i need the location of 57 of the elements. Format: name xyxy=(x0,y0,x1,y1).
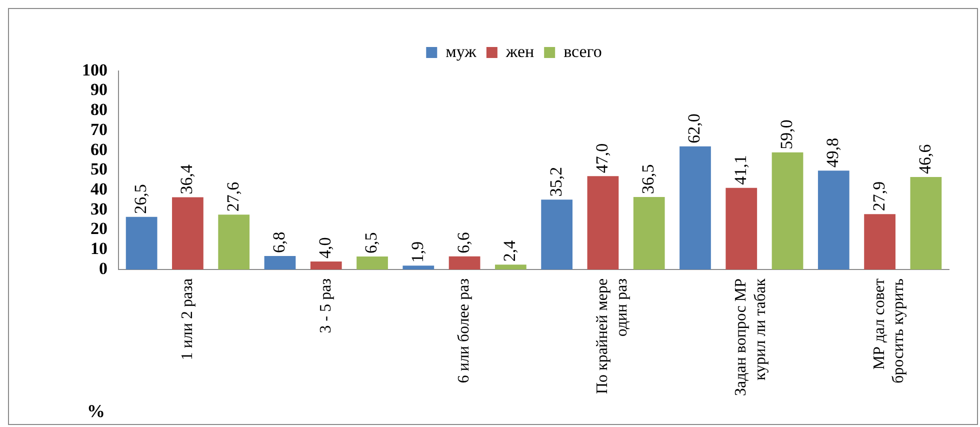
bar xyxy=(772,152,804,270)
data-label: 4,0 xyxy=(316,237,335,259)
y-axis-title: % xyxy=(87,401,105,422)
bar xyxy=(726,188,758,270)
data-label: 6,6 xyxy=(454,232,474,254)
bar xyxy=(910,176,942,270)
data-label: 6,5 xyxy=(362,232,381,254)
data-label: 41,1 xyxy=(730,155,750,185)
bar xyxy=(633,197,665,270)
data-label: 36,5 xyxy=(638,164,658,194)
data-label: 2,4 xyxy=(500,240,520,262)
legend-label: всего xyxy=(564,42,602,61)
bar xyxy=(402,266,434,270)
data-label: 47,0 xyxy=(592,143,612,174)
data-label: 59,0 xyxy=(776,120,796,150)
x-tick-label: МР дал совет бросить курить xyxy=(870,278,908,384)
x-tick-label: По крайней мере один раз xyxy=(594,278,630,394)
bar xyxy=(864,214,896,270)
x-tick-label: 6 или более раз xyxy=(456,278,473,384)
y-tick-label: 50 xyxy=(90,160,108,179)
data-label: 46,6 xyxy=(915,144,934,174)
y-tick-label: 20 xyxy=(90,219,108,238)
data-label: 49,8 xyxy=(823,138,842,168)
bar xyxy=(172,197,204,270)
y-tick-label: 90 xyxy=(90,80,108,100)
x-tick-label: 3 - 5 раз xyxy=(317,278,334,334)
bar xyxy=(587,176,619,270)
bar xyxy=(541,200,573,270)
y-tick-label: 30 xyxy=(90,199,108,218)
data-label: 27,9 xyxy=(869,181,888,212)
y-tick-label: 100 xyxy=(82,60,108,80)
x-tick-label: Задан вопрос МР курил ли табак xyxy=(732,278,769,396)
y-tick-label: 40 xyxy=(90,179,108,198)
bar xyxy=(818,170,850,270)
data-label: 6,8 xyxy=(269,232,288,253)
data-label: 27,6 xyxy=(223,182,242,212)
bar xyxy=(126,216,158,270)
y-tick-label: 60 xyxy=(90,140,108,159)
data-label: 26,5 xyxy=(131,184,150,214)
bar xyxy=(356,256,388,270)
bar xyxy=(494,264,526,270)
data-label: 62,0 xyxy=(684,114,704,144)
y-tick-label: 80 xyxy=(90,100,108,120)
y-tick-label: 0 xyxy=(99,258,108,278)
y-tick-label: 10 xyxy=(90,238,108,258)
data-label: 36,4 xyxy=(177,164,196,194)
bar xyxy=(310,262,342,270)
y-tick-label: 70 xyxy=(90,120,108,139)
data-label: 1,9 xyxy=(408,241,427,263)
bar xyxy=(680,146,711,270)
bar xyxy=(264,256,296,270)
bar xyxy=(218,214,250,270)
bar xyxy=(448,256,480,270)
legend-label: жен xyxy=(504,42,534,61)
x-tick-label: 1 или 2 раза xyxy=(178,278,196,360)
legend-label: муж xyxy=(446,42,477,61)
data-label: 35,2 xyxy=(546,166,566,197)
